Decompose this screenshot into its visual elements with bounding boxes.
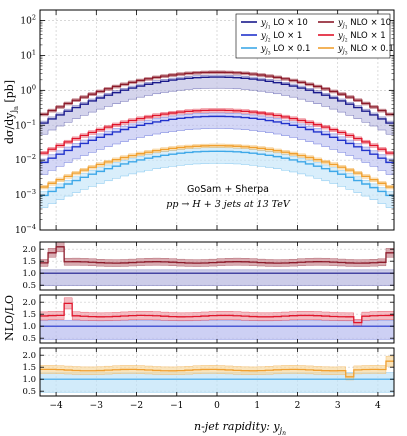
ratio-band-lo1: [39, 269, 395, 286]
ratio-ytick-label: 1.0: [22, 322, 36, 332]
ratio-ytick-label: 2.0: [22, 298, 36, 308]
main-ytick-label: 101: [20, 48, 36, 61]
legend-label-lo3: yj3 LO × 0.1: [260, 44, 310, 57]
legend-label-nlo1: yj1 NLO × 10: [337, 18, 391, 31]
x-tick-label: −3: [90, 401, 104, 411]
line-lo1: [40, 76, 394, 124]
ratio-ytick-label: 1.0: [22, 269, 36, 279]
legend-label-lo1: yj1 LO × 10: [260, 18, 308, 31]
ratio-band-lo3: [39, 372, 395, 393]
ratio-panel-3: 2.0 1.5 1.0 0.5 −4 −3 −2 −1 0 1 2 3 4: [22, 347, 395, 411]
x-tick-label: 4: [375, 401, 381, 411]
x-tick-label: 0: [214, 401, 220, 411]
ratio-ytick-label: 2.0: [22, 245, 36, 255]
main-ytick-label: 10−1: [15, 118, 36, 131]
legend: yj1 LO × 10 yj1 NLO × 10 yj2 LO × 1 yj2 NLO…: [235, 13, 394, 59]
main-ytick-label: 10−2: [15, 153, 36, 166]
x-tick-label: 3: [335, 401, 341, 411]
ratio-line-nlo1: [40, 246, 394, 264]
annotation-line1: GoSam + Sherpa: [187, 184, 269, 195]
line-nlo2: [40, 109, 394, 154]
annotation-line2: pp → H + 3 jets at 13 TeV: [166, 199, 291, 210]
line-lo2: [40, 115, 394, 164]
main-ytick-label: 10−3: [15, 188, 36, 201]
ratio-ytick-label: 2.0: [22, 351, 36, 361]
ratio-line-nlo2: [40, 302, 394, 324]
main-ytick-label: 102: [20, 14, 36, 27]
x-tick-label: −4: [49, 401, 63, 411]
ratio-ytick-label: 0.5: [22, 281, 36, 291]
x-tick-label: 1: [254, 401, 260, 411]
ratio-band-lo2: [39, 319, 395, 340]
ratio-ytick-label: 1.0: [22, 375, 36, 385]
x-tick-label: 2: [295, 401, 301, 411]
main-ytick-label: 100: [20, 83, 36, 96]
main-ylabel: dσ/dyjn [pb]: [3, 80, 20, 144]
main-ytick-label: 10−4: [15, 223, 36, 236]
legend-label-nlo2: yj2 NLO × 1: [337, 31, 386, 44]
ratio-ytick-label: 1.5: [22, 257, 36, 267]
ratio-panel-1: 2.0 1.5 1.0 0.5: [22, 241, 395, 291]
ratio-ytick-label: 1.5: [22, 310, 36, 320]
panels: 10210110010−110−210−310−42.01.51.00.52.0…: [15, 9, 395, 411]
line-nlo3: [40, 145, 394, 188]
x-tick-label: −2: [130, 401, 143, 411]
x-tick-label: −1: [170, 401, 183, 411]
legend-label-nlo3: yj3 NLO × 0.1: [337, 44, 394, 57]
ratio-line-nlo3: [40, 360, 394, 378]
ratio-ytick-label: 1.5: [22, 363, 36, 373]
legend-box: [235, 13, 391, 59]
ratio-ytick-label: 0.5: [22, 334, 36, 344]
legend-label-lo2: yj2 LO × 1: [260, 31, 302, 44]
line-nlo1: [40, 71, 394, 116]
ratio-ylabel: NLO/LO: [3, 295, 16, 341]
ratio-panel-2: 2.0 1.5 1.0 0.5: [22, 294, 395, 344]
x-axis-label: n-jet rapidity: yjn: [194, 420, 286, 436]
ratio-ytick-label: 0.5: [22, 387, 36, 397]
line-lo3: [40, 150, 394, 197]
